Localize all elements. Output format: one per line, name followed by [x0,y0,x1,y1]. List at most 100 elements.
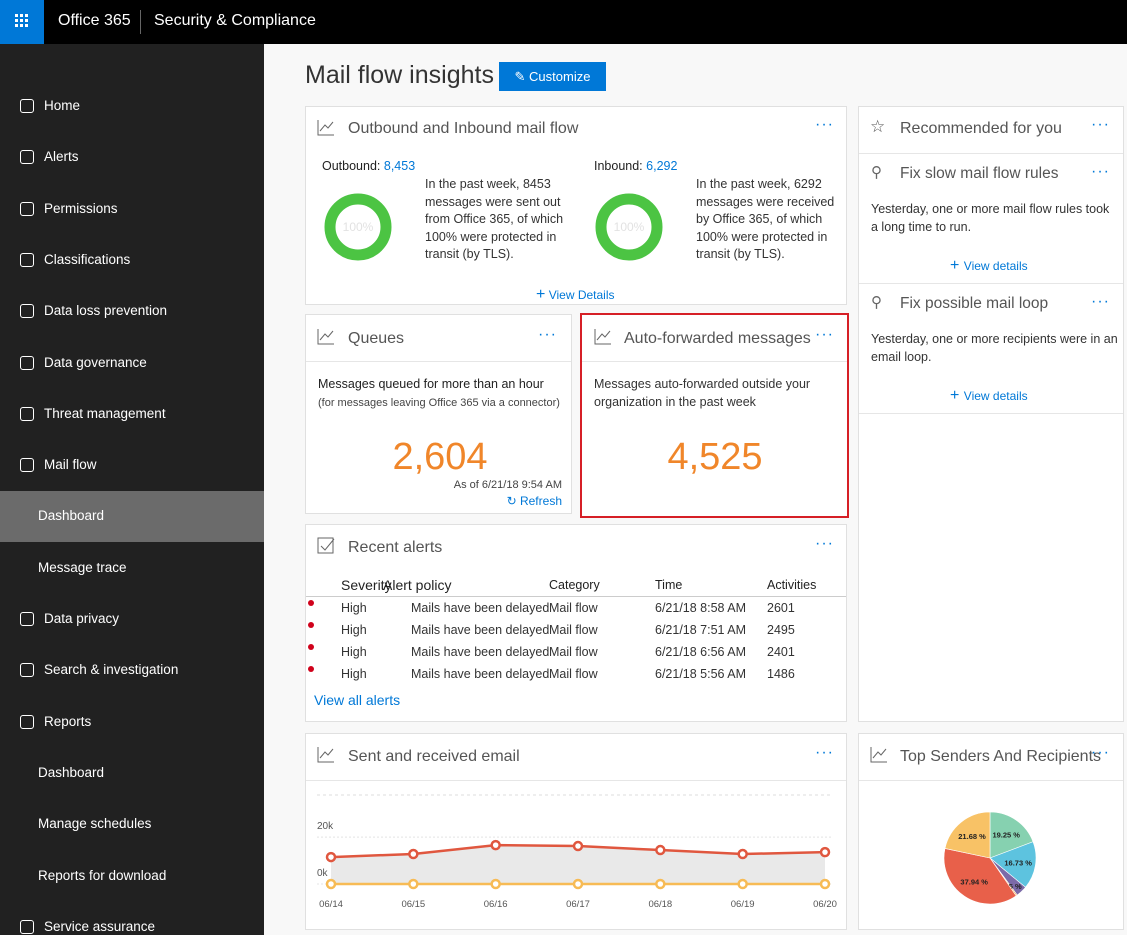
donut: 100% [595,193,663,261]
nav-subitem[interactable]: Dashboard [38,764,105,780]
table-cell: Mails have been delayed [411,601,550,615]
nav-item[interactable]: Threat management [44,405,166,421]
view-details-link[interactable]: + View details [950,257,1028,275]
pie-slice [989,811,1034,859]
point [490,878,501,890]
donut: 100% [324,193,392,261]
nav-item[interactable]: Reports [44,713,92,729]
nav-subitem[interactable]: Message trace [38,559,127,575]
slice-label: 16.73 % [1004,859,1032,868]
column-header: Time [655,578,683,592]
point [325,878,337,890]
table-cell: Mails have been delayed [411,667,550,681]
nav-item[interactable]: Search & investigation [44,662,179,678]
nav-item[interactable]: Data loss prevention [44,303,168,319]
mail-flow-card [305,106,847,305]
card-title: Outbound and Inbound mail flow [348,120,579,137]
column-header: Alert policy [383,577,452,593]
table-cell: 2401 [767,645,795,659]
auto-forwarded-card [580,313,849,518]
inbound-label: Inbound: 6,292 [594,159,677,173]
nav-subitem[interactable]: Dashboard [38,508,105,524]
nav-item[interactable]: Classifications [44,251,131,267]
table-cell: Mails have been delayed [411,623,550,637]
queued-count: 2,604 [392,436,488,478]
more-button[interactable]: ··· [815,535,834,552]
table-cell: High [341,601,367,615]
point [408,848,419,860]
link-text: View details [963,389,1028,403]
dots[interactable]: ··· [1091,163,1110,180]
nav-item[interactable]: Data governance [44,354,147,370]
as-of: As of 6/21/18 9:54 AM [453,479,562,491]
card-heading: Messages auto-forwarded outside your org… [594,377,811,409]
nav-item[interactable]: Permissions [44,200,118,216]
count[interactable]: 8,453 [383,159,416,173]
customize-button[interactable]: ✎ Customize [499,62,606,91]
nav-item[interactable]: Home [44,98,81,113]
x-tick-label: 06/20 [813,899,837,910]
recommended-card [858,106,1124,722]
slice-label: 37.94 % [960,878,988,887]
plus: + [950,257,964,274]
nav-icon [20,355,34,370]
x-tick-label: 06/14 [319,899,343,910]
nav-subitem[interactable]: Reports for download [38,867,167,883]
chart-icon [317,329,334,345]
chart-icon [870,747,887,763]
nav-item[interactable]: Service assurance [44,918,156,934]
table-cell: 1486 [767,667,795,681]
more-button[interactable]: ··· [1091,744,1110,761]
more-button[interactable]: ··· [815,116,834,133]
dots[interactable]: ··· [1091,293,1110,310]
more-button[interactable]: ··· [1091,116,1110,133]
queues-card [305,314,572,514]
nav-icon [20,714,34,729]
divider [859,283,1123,284]
card-note: (for messages leaving Office 365 via a c… [318,397,560,409]
table-cell: 2495 [767,623,795,637]
slice-label: 0.45 % [998,882,1022,891]
table-cell: 6/21/18 8:58 AM [655,601,747,615]
view-details-link[interactable]: + View Details [536,286,615,303]
table-header-rule [306,596,846,597]
severity-dot [308,644,314,650]
nav-item[interactable]: Mail flow [44,457,97,473]
nav-item[interactable]: Data privacy [44,611,120,626]
divider [859,780,1123,781]
nav-icon [20,201,34,216]
label: Inbound: [594,159,643,173]
table-cell: Mail flow [549,645,598,659]
button-label: Customize [529,69,591,84]
plus: + [950,387,964,404]
count[interactable]: 6,292 [646,159,678,173]
app-name[interactable]: Office 365 [58,12,131,29]
table-cell: High [341,667,367,681]
label: Outbound: [322,159,381,173]
product-name[interactable]: Security & Compliance [154,12,316,29]
view-all-alerts[interactable]: View all alerts [314,692,401,708]
refresh-link[interactable]: ↻ Refresh [506,494,562,508]
app-launcher[interactable] [0,0,44,44]
point [655,844,666,856]
more-button[interactable]: ··· [815,326,834,343]
check-icon [317,537,335,554]
view-details-link[interactable]: + View details [950,387,1028,405]
more-button[interactable]: ··· [538,326,557,343]
card-title: Recommended for you [900,120,1062,137]
table-cell: 6/21/18 7:51 AM [655,623,747,637]
card-title: Sent and received email [348,748,520,765]
chart-icon [317,120,334,136]
nav-item[interactable]: Alerts [44,149,79,165]
item-text: Yesterday, one or more mail flow rules t… [871,202,1110,234]
pie-slice [943,848,1017,905]
slice-label: 19.25 % [992,831,1020,840]
more-button[interactable]: ··· [815,744,834,761]
table-cell: Mail flow [549,601,598,615]
slice-label: 21.68 % [958,832,986,841]
table-cell: Mail flow [549,623,598,637]
severity-dot [308,600,314,606]
nav-subitem[interactable]: Manage schedules [38,816,152,832]
point [737,878,748,890]
